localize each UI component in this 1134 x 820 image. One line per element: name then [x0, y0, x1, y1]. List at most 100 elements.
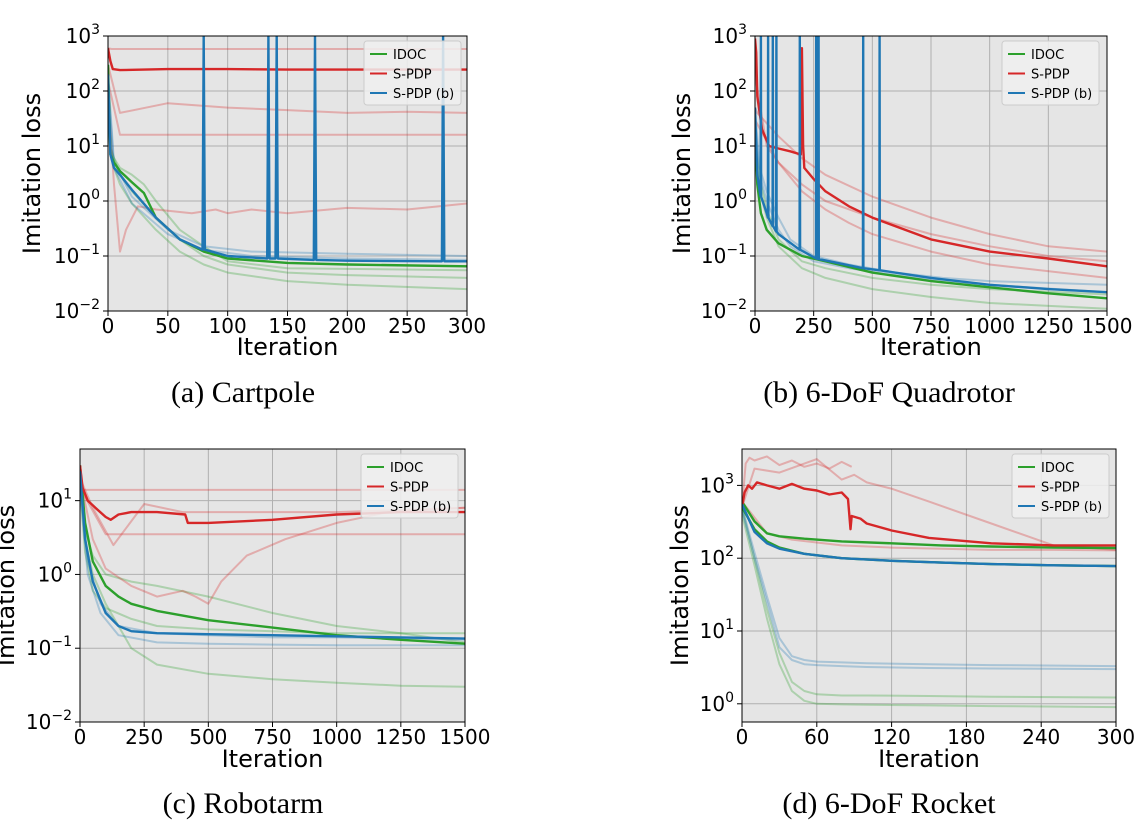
series-group — [108, 36, 467, 291]
y-tick-label: 103 — [66, 22, 100, 48]
x-tick-label: 100 — [209, 314, 247, 338]
x-tick-label: 750 — [253, 725, 291, 749]
series-line-idoc-run — [755, 136, 1107, 296]
x-tick-label: 1000 — [311, 725, 362, 749]
y-tick-label: 101 — [700, 617, 734, 643]
y-tick-label: 100 — [700, 690, 734, 716]
x-tick-label: 0 — [749, 314, 762, 338]
y-tick-label: 10−1 — [26, 634, 72, 660]
x-tick-label: 150 — [268, 314, 306, 338]
legend-label: S-PDP — [1041, 481, 1080, 496]
y-axis-label: Imitation loss — [18, 93, 46, 254]
x-tick-label: 200 — [328, 314, 366, 338]
y-tick-label: 102 — [700, 544, 734, 570]
series-line-s-pdp-run — [80, 478, 465, 547]
y-tick-label: 10−2 — [54, 297, 100, 323]
legend-label: IDOC — [393, 48, 426, 63]
legend-label: S-PDP — [393, 68, 432, 83]
chart-robotarm: 0 250 500 750 1000 1250 1500 10−2 10−1 100 101 Iter… — [0, 448, 491, 820]
legend: IDOC S-PDP S-PDP (b) — [1001, 40, 1100, 106]
series-line-idoc-run — [80, 487, 465, 635]
legend-label: S-PDP — [390, 481, 429, 496]
x-tick-label: 300 — [448, 314, 486, 338]
legend-label: S-PDP (b) — [1041, 500, 1102, 515]
x-tick-label: 250 — [795, 314, 833, 338]
series-line-s-pdp-b-run — [742, 510, 1116, 671]
series-line-s-pdp-run — [742, 455, 853, 508]
legend: IDOC S-PDP S-PDP (b) — [363, 40, 462, 106]
series-line-s-pdp-b- — [742, 503, 1116, 568]
x-axis-label: Iteration — [237, 333, 339, 361]
series-line-idoc-run — [108, 81, 467, 272]
series-line-s-pdp-b-run — [755, 119, 1107, 294]
y-tick-label: 103 — [700, 471, 734, 497]
y-tick-label: 101 — [66, 132, 100, 158]
x-tick-label: 1500 — [1082, 314, 1133, 338]
legend-box — [360, 453, 459, 519]
series-line-s-pdp-run — [108, 81, 467, 136]
x-tick-label: 1250 — [1023, 314, 1074, 338]
series-line-s-pdp-b- — [108, 36, 467, 263]
series-line-s-pdp-run — [755, 119, 1107, 279]
x-tick-label: 50 — [155, 314, 180, 338]
y-tick-label: 103 — [713, 22, 747, 48]
x-tick-label: 500 — [853, 314, 891, 338]
x-tick-label: 0 — [736, 725, 749, 749]
series-line-s-pdp-run — [108, 64, 467, 114]
x-tick-label: 1250 — [375, 725, 426, 749]
y-axis-label: Imitation loss — [0, 505, 20, 666]
legend-label: S-PDP (b) — [393, 87, 454, 102]
x-tick-label: 0 — [102, 314, 115, 338]
x-tick-label: 500 — [189, 725, 227, 749]
series-line-s-pdp-b- — [755, 36, 1107, 294]
y-tick-label: 100 — [713, 187, 747, 213]
panel-caption: (d) 6-DoF Rocket — [782, 787, 996, 820]
legend-label: S-PDP — [1031, 68, 1070, 83]
series-line-s-pdp-run — [80, 478, 465, 605]
legend-label: S-PDP (b) — [1031, 87, 1092, 102]
x-tick-label: 1000 — [964, 314, 1015, 338]
series-line-idoc-run — [742, 507, 1116, 699]
panel-caption: (a) Cartpole — [171, 376, 315, 409]
series-line-s-pdp-b- — [80, 471, 465, 640]
x-axis-label: Iteration — [880, 333, 982, 361]
legend-label: S-PDP (b) — [390, 500, 451, 515]
legend-label: IDOC — [390, 461, 423, 476]
legend-label: IDOC — [1031, 48, 1064, 63]
x-tick-label: 250 — [388, 314, 426, 338]
axes-frame — [741, 448, 1117, 723]
legend: IDOC S-PDP S-PDP (b) — [1011, 453, 1110, 519]
y-axis-label: Imitation loss — [668, 93, 696, 254]
series-line-s-pdp — [80, 465, 465, 525]
x-tick-label: 1500 — [440, 725, 491, 749]
series-line-s-pdp — [742, 481, 1116, 547]
series-group — [80, 465, 465, 688]
x-axis-label: Iteration — [222, 745, 324, 773]
legend-box — [363, 40, 462, 106]
y-tick-label: 102 — [713, 77, 747, 103]
x-tick-label: 0 — [74, 725, 87, 749]
y-tick-label: 100 — [38, 560, 72, 586]
x-tick-label: 240 — [1022, 725, 1060, 749]
series-line-s-pdp-run — [742, 458, 1116, 551]
series-line-s-pdp-b-run — [80, 487, 465, 647]
series-line-s-pdp-run — [80, 487, 465, 536]
legend: IDOC S-PDP S-PDP (b) — [360, 453, 459, 519]
y-tick-label: 10−2 — [701, 297, 747, 323]
series-group — [755, 36, 1107, 310]
y-tick-label: 100 — [66, 187, 100, 213]
chart-cartpole: 0 50 100 150 200 250 300 10−2 10−1 100 101 102 103 It… — [18, 22, 486, 409]
y-tick-label: 102 — [66, 77, 100, 103]
x-tick-label: 250 — [125, 725, 163, 749]
series-line-idoc-run — [742, 514, 1116, 709]
y-tick-label: 101 — [38, 487, 72, 513]
series-line-idoc — [742, 500, 1116, 550]
panel-caption: (c) Robotarm — [163, 787, 324, 820]
x-tick-label: 300 — [1097, 725, 1134, 749]
series-line-idoc — [755, 129, 1107, 300]
x-axis-label: Iteration — [878, 745, 980, 773]
series-line-s-pdp-b-run — [742, 507, 1116, 668]
series-group — [742, 455, 1116, 709]
panel-caption: (b) 6-DoF Quadrotor — [763, 376, 1015, 409]
